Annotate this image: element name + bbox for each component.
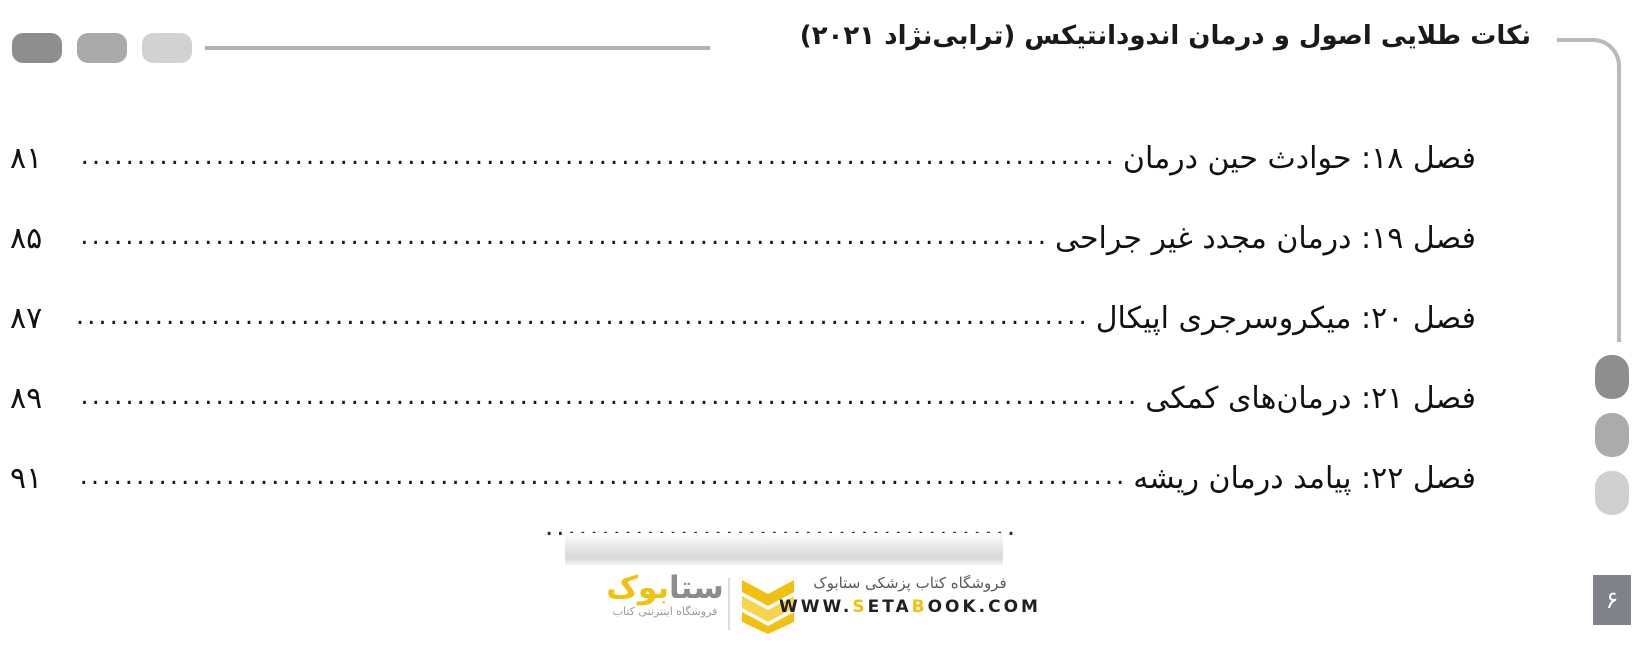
site-url[interactable]: WWW.SETABOOK.COM xyxy=(760,597,1060,617)
logo-wordmark: ستابوک xyxy=(565,572,765,604)
logo-divider xyxy=(728,578,730,630)
toc-row[interactable]: فصل ۱۸: حوادث حین درمان ۸۱ xyxy=(0,118,1651,198)
site-url-prefix: WWW. xyxy=(779,597,853,617)
table-of-contents: فصل ۱۸: حوادث حین درمان ۸۱ فصل ۱۹: درمان… xyxy=(0,118,1651,518)
toc-dot-leader xyxy=(78,143,1117,173)
header-rule xyxy=(205,46,710,50)
toc-row[interactable]: فصل ۲۱: درمان‌های کمکی ۸۹ xyxy=(0,358,1651,438)
watermark-bar xyxy=(565,533,1003,565)
logo-tagline: فروشگاه اینترنتی کتاب xyxy=(612,605,718,618)
site-credit: فروشگاه کتاب پزشکی ستابوک WWW.SETABOOK.C… xyxy=(760,572,1060,617)
logo-text-block: ستابوک فروشگاه اینترنتی کتاب xyxy=(565,572,765,618)
toc-dot-leader xyxy=(78,303,1090,333)
toc-dot-leader xyxy=(78,383,1139,413)
toc-row[interactable]: فصل ۲۰: میکروسرجری اپیکال ۸۷ xyxy=(0,278,1651,358)
toc-dot-leader xyxy=(78,463,1127,493)
toc-entry-title: فصل ۲۲: پیامد درمان ریشه xyxy=(1133,460,1476,496)
toc-dot-leader xyxy=(78,223,1049,253)
toc-row[interactable]: فصل ۱۹: درمان مجدد غیر جراحی ۸۵ xyxy=(0,198,1651,278)
toc-entry-page: ۸۵ xyxy=(10,220,43,256)
logo-wordmark-part-2: بوک xyxy=(606,570,670,606)
header-pill-3 xyxy=(142,33,192,63)
header-pill-2 xyxy=(77,33,127,63)
rail-pill-group xyxy=(1595,355,1629,515)
header-pill-group xyxy=(12,33,192,63)
toc-entry-title: فصل ۲۱: درمان‌های کمکی xyxy=(1145,380,1476,416)
site-url-b: B xyxy=(911,597,928,617)
toc-entry-title: فصل ۲۰: میکروسرجری اپیکال xyxy=(1095,300,1476,336)
toc-entry-title: فصل ۱۹: درمان مجدد غیر جراحی xyxy=(1054,220,1476,256)
rail-pill-1 xyxy=(1595,355,1629,399)
page-header: نکات طلایی اصول و درمان اندودانتیکس (ترا… xyxy=(0,0,1651,80)
toc-entry-page: ۸۹ xyxy=(10,380,43,416)
site-url-mid2: OOK.COM xyxy=(927,597,1041,617)
page-number-label: ۶ xyxy=(1605,586,1619,614)
toc-entry-page: ۸۱ xyxy=(10,140,43,176)
toc-row[interactable]: فصل ۲۲: پیامد درمان ریشه ۹۱ xyxy=(0,438,1651,518)
header-pill-1 xyxy=(12,33,62,63)
site-credit-fa: فروشگاه کتاب پزشکی ستابوک xyxy=(813,574,1007,592)
toc-entry-title: فصل ۱۸: حوادث حین درمان xyxy=(1122,140,1476,176)
chevron-stack-icon xyxy=(742,580,794,634)
site-url-s: S xyxy=(852,597,868,617)
toc-entry-page: ۸۷ xyxy=(10,300,43,336)
rail-pill-2 xyxy=(1595,413,1629,457)
book-title: نکات طلایی اصول و درمان اندودانتیکس (ترا… xyxy=(799,21,1531,51)
logo-wordmark-part-1: ستا xyxy=(669,570,724,606)
page-number-badge: ۶ xyxy=(1593,575,1631,625)
rail-pill-3 xyxy=(1595,471,1629,515)
setabook-logo[interactable]: ستابوک فروشگاه اینترنتی کتاب xyxy=(565,572,765,642)
site-url-mid1: ETA xyxy=(867,597,912,617)
toc-entry-page: ۹۱ xyxy=(10,460,43,496)
rail-corner-line xyxy=(1557,38,1621,342)
